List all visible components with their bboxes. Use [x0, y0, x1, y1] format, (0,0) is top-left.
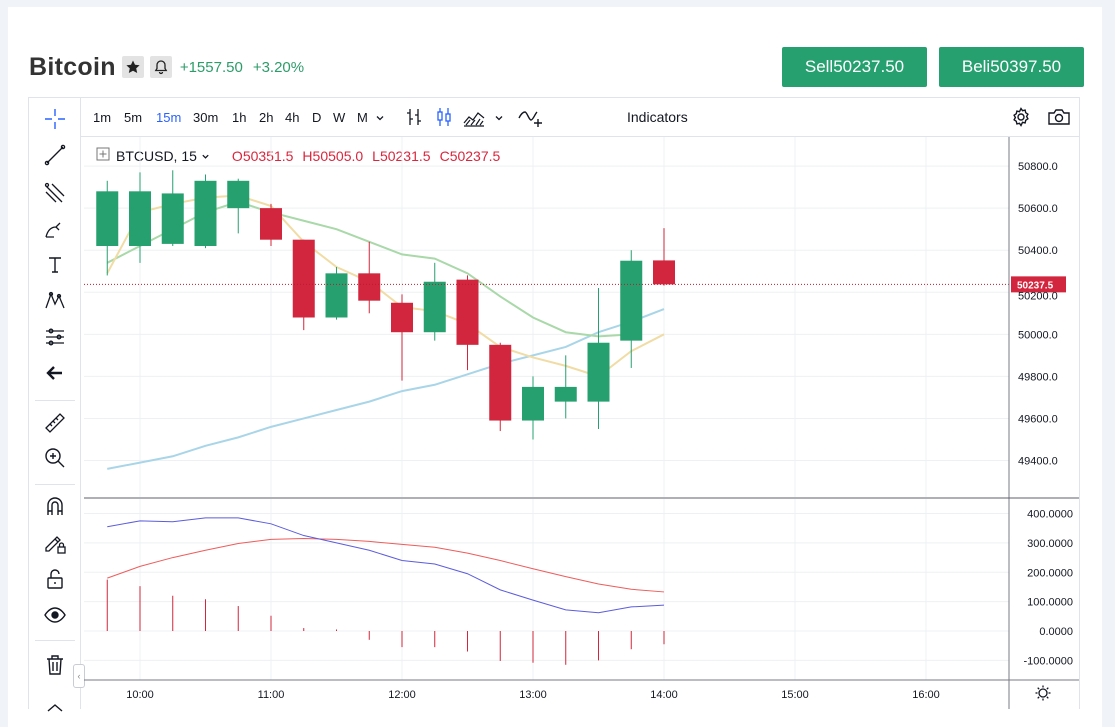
timeframe-5m[interactable]: 5m — [124, 110, 143, 125]
timeframe-1m[interactable]: 1m — [93, 110, 112, 125]
legend-high-key: H — [302, 147, 313, 164]
crosshair-icon[interactable] — [29, 102, 80, 136]
legend-close-key: C — [439, 147, 450, 164]
price-change-absolute: +1557.50 — [179, 58, 243, 76]
timeframe-30m[interactable]: 30m — [193, 110, 219, 125]
legend-toggle-icon[interactable] — [96, 147, 110, 164]
indicators-button[interactable]: Indicators — [627, 109, 688, 125]
legend-low-key: L — [372, 147, 380, 164]
asset-title: Bitcoin — [29, 52, 116, 81]
buy-label: Beli — [961, 57, 991, 76]
timeframe-w[interactable]: W — [333, 110, 346, 125]
brush-icon[interactable] — [29, 212, 80, 246]
trash-icon[interactable] — [29, 648, 80, 682]
eye-icon[interactable] — [29, 598, 80, 632]
back-arrow-icon[interactable] — [29, 356, 80, 390]
text-tool-icon[interactable] — [29, 248, 80, 282]
sell-label: Sell — [804, 57, 834, 76]
pitchfork-icon[interactable] — [29, 176, 80, 210]
magnet-icon[interactable] — [29, 490, 80, 524]
chart-type-dropdown-icon[interactable] — [494, 110, 504, 128]
ruler-icon[interactable] — [29, 406, 80, 440]
timeframe-1h[interactable]: 1h — [232, 110, 247, 125]
zoom-in-icon[interactable] — [29, 441, 80, 475]
compare-icon[interactable] — [404, 107, 424, 132]
unlock-icon[interactable] — [29, 562, 80, 596]
legend-low: 50231.5 — [379, 147, 431, 164]
alert-bell-icon[interactable] — [149, 56, 172, 78]
expand-up-icon[interactable] — [29, 690, 80, 724]
timeframe-d[interactable]: D — [312, 110, 322, 125]
price-change-percent: +3.20% — [252, 58, 305, 76]
timeframe-2h[interactable]: 2h — [259, 110, 274, 125]
sell-button[interactable]: Sell 50237.50 — [782, 47, 927, 87]
collapse-toolbar-button[interactable]: ‹ — [73, 664, 85, 688]
pattern-icon[interactable] — [29, 284, 80, 318]
buy-button[interactable]: Beli 50397.50 — [939, 47, 1084, 87]
sell-price: 50237.50 — [833, 57, 905, 76]
drawing-toolbar — [29, 98, 81, 712]
favorite-star-icon[interactable] — [121, 56, 144, 78]
legend-close: 50237.5 — [449, 147, 501, 164]
camera-snapshot-icon[interactable] — [1047, 106, 1071, 133]
timeframe-4h[interactable]: 4h — [285, 110, 300, 125]
lock-drawings-icon[interactable] — [29, 526, 80, 560]
settings-gear-icon[interactable] — [1010, 106, 1032, 133]
legend-symbol[interactable]: BTCUSD, 15 — [116, 147, 197, 164]
legend-open: 50351.5 — [242, 147, 294, 164]
timeframe-dropdown-icon[interactable] — [375, 110, 385, 128]
symbol-dropdown-icon[interactable] — [201, 148, 210, 164]
timeframe-m[interactable]: M — [357, 110, 368, 125]
trend-line-icon[interactable] — [29, 138, 80, 172]
legend-high: 50505.0 — [312, 147, 364, 164]
prediction-icon[interactable] — [29, 320, 80, 354]
timeframe-15m[interactable]: 15m — [156, 110, 182, 125]
chart-toolbar: 1m 5m 15m 30m 1h 2h 4h D W M Indicators — [81, 98, 1079, 137]
buy-price: 50397.50 — [990, 57, 1062, 76]
legend-open-key: O — [231, 147, 243, 164]
indicators-icon[interactable] — [518, 106, 544, 133]
area-chart-icon[interactable] — [463, 107, 485, 132]
chart-frame — [28, 97, 1080, 709]
candles-style-icon[interactable] — [434, 107, 454, 132]
asset-header: Bitcoin +1557.50 +3.20% — [29, 50, 304, 84]
